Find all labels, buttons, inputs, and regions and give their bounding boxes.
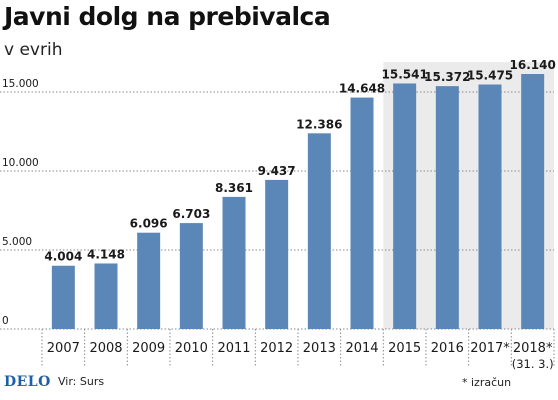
bar [307, 133, 331, 329]
estimate-footnote: * izračun [462, 376, 512, 389]
data-label: 9.437 [258, 164, 296, 178]
data-label: 4.004 [44, 250, 82, 264]
x-tick-labels: 2007 2008 2009 2010 2011 2012 2013 2014 2015 2016… [47, 341, 554, 371]
data-label: 6.096 [130, 217, 168, 231]
y-tick-label: 5.000 [2, 236, 32, 248]
x-tick-label: 2018* [513, 341, 553, 356]
data-label: 15.475 [467, 69, 513, 83]
bar [265, 179, 289, 329]
chart-title: Javni dolg na prebivalca [4, 2, 331, 31]
data-label: 16.140 [510, 58, 556, 72]
x-tick-label: 2008 [89, 341, 122, 356]
x-tick-label: 2013 [303, 341, 336, 356]
data-label: 14.648 [339, 82, 385, 96]
x-tick-label: 2009 [132, 341, 165, 356]
bar [478, 84, 502, 330]
bar [94, 263, 118, 329]
data-label: 8.361 [215, 181, 253, 195]
chart-subtitle: v evrih [4, 40, 63, 60]
bar [435, 86, 459, 329]
x-tick-label: 2015 [388, 341, 421, 356]
x-tick-label: 2010 [175, 341, 208, 356]
data-labels: 4.004 4.148 6.096 6.703 8.361 9.437 12.386 14.6… [44, 58, 555, 264]
y-tick-label: 10.000 [2, 157, 39, 169]
bar [137, 232, 161, 329]
x-tick-label: 2007 [47, 341, 80, 356]
source-note: Vir: Surs [58, 375, 105, 388]
data-label: 6.703 [172, 207, 210, 221]
bars [51, 74, 545, 330]
x-tick-label: 2017* [470, 341, 510, 356]
bar [393, 83, 417, 330]
delo-logo: DELO [4, 374, 51, 390]
y-tick-label: 0 [2, 315, 9, 327]
x-tick-label: 2016 [431, 341, 464, 356]
y-tick-labels: 0 5.000 10.000 15.000 [2, 78, 39, 327]
bar [350, 97, 374, 329]
data-label: 15.372 [424, 70, 470, 84]
data-label: 4.148 [87, 247, 125, 261]
x-tick-sublabel: (31. 3.) [512, 357, 554, 371]
bar [51, 265, 75, 329]
data-label: 12.386 [296, 117, 342, 131]
bar [179, 223, 203, 329]
x-tick-label: 2011 [217, 341, 250, 356]
x-tick-label: 2014 [345, 341, 378, 356]
data-label: 15.541 [382, 67, 428, 81]
bar [222, 196, 246, 329]
x-tick-label: 2012 [260, 341, 293, 356]
bar [521, 74, 545, 329]
y-tick-label: 15.000 [2, 78, 39, 90]
